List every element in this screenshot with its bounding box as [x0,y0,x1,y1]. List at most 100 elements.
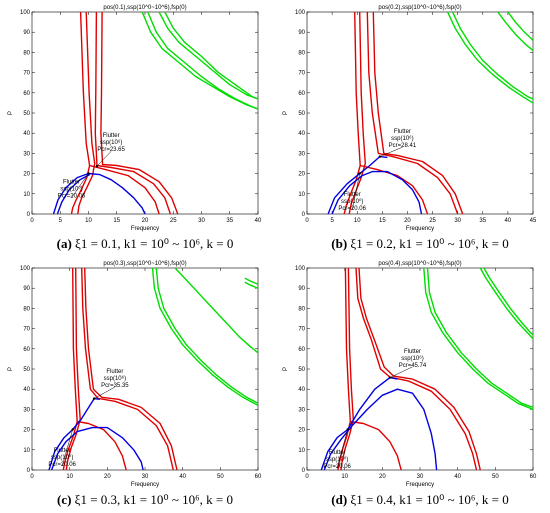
y-tick-label: 10 [298,448,305,454]
annotation-point [378,155,382,158]
green-curve [479,268,533,340]
panel-caption: (a) ξ1 = 0.1, k1 = 10⁰ ~ 10⁶, k = 0 [57,236,234,251]
y-tick-label: 70 [23,71,30,77]
blue-curve [331,170,423,214]
series-group [320,268,533,470]
x-tick-label: 25 [429,218,436,224]
annotation-point [346,428,349,431]
y-axis-label: P [8,111,14,115]
x-tick-label: 50 [217,474,224,480]
x-tick-label: 15 [379,218,386,224]
series-group [52,12,258,214]
x-tick-label: 5 [330,218,334,224]
y-tick-label: 60 [23,91,30,97]
y-tick-label: 80 [23,306,30,312]
y-tick-label: 30 [298,407,305,413]
y-tick-label: 50 [23,111,30,117]
annotation-text: ssp(10⁰) [51,454,73,461]
x-tick-label: 30 [454,218,461,224]
x-tick-label: 20 [379,474,386,480]
x-axis-label: Frequency [131,482,159,488]
x-tick-label: 40 [179,474,186,480]
green-curve [446,12,533,104]
y-tick-label: 90 [298,286,305,292]
annotation-text: Pcr=28.41 [389,143,417,149]
x-tick-label: 0 [305,474,309,480]
x-tick-label: 50 [492,474,499,480]
annotation-arrow [389,366,413,378]
y-tick-label: 30 [298,151,305,157]
annotation-text: ssp(10⁰) [341,198,363,205]
annotation-arrow [336,429,348,468]
x-tick-label: 20 [104,474,111,480]
panel-caption-label: (a) [57,236,75,251]
y-tick-label: 20 [23,172,30,178]
red-curve [62,268,78,470]
x-tick-label: 10 [354,218,361,224]
chart-title: pos(0.1),ssp(10^0~10^6),fsp(0) [103,5,186,11]
y-axis-label: P [283,111,289,115]
annotation-text: Pcr=20.06 [58,194,86,200]
y-tick-label: 100 [295,266,306,272]
y-tick-label: 100 [295,10,306,16]
chart-title: pos(0.4),ssp(10^0~10^6),fsp(0) [378,261,461,267]
x-tick-label: 10 [66,474,73,480]
x-tick-label: 60 [255,474,262,480]
panel-caption: (c) ξ1 = 0.3, k1 = 10⁰ ~ 10⁶, k = 0 [57,492,233,507]
panel-caption-text: ξ1 = 0.1, k1 = 10⁰ ~ 10⁶, k = 0 [75,236,233,251]
annotation-text: Pcr=20.06 [48,462,76,468]
y-tick-label: 40 [23,131,30,137]
plot-frame [306,267,534,471]
green-curve [426,268,533,409]
x-tick-label: 40 [454,474,461,480]
annotation-text: Flutter [106,369,123,375]
y-tick-label: 100 [20,266,31,272]
y-tick-label: 50 [298,367,305,373]
annotation-text: ssp(10⁰) [60,186,82,193]
y-tick-label: 40 [298,387,305,393]
annotation-arrow [71,173,89,198]
x-axis-label: Frequency [406,482,434,488]
x-tick-label: 35 [479,218,486,224]
green-curve [497,12,533,51]
y-tick-label: 60 [23,347,30,353]
annotation-arrow [96,151,112,167]
annotation-point [95,165,99,168]
y-tick-label: 20 [298,172,305,178]
green-curve [147,12,258,110]
green-curve [151,268,258,407]
y-tick-label: 0 [27,468,31,474]
annotation-text: Flutter [54,448,71,454]
y-tick-label: 60 [298,347,305,353]
x-tick-label: 45 [530,218,537,224]
blue-curve [320,376,398,470]
x-tick-label: 0 [305,218,309,224]
green-curve [423,268,533,411]
red-curve [372,12,464,214]
red-curve [89,164,160,214]
red-curve [360,164,429,214]
chart-panel: pos(0.1),ssp(10^0~10^6),fsp(0) 0 10 20 30 40 5… [8,5,262,251]
y-tick-label: 10 [23,192,30,198]
plot-frame [31,267,259,471]
chart-title: pos(0.3),ssp(10^0~10^6),fsp(0) [103,261,186,267]
x-tick-label: 10 [85,218,92,224]
x-tick-label: 40 [255,218,262,224]
red-curve [343,12,361,214]
green-curve [174,268,258,354]
x-tick-label: 20 [142,218,149,224]
y-tick-label: 40 [298,131,305,137]
y-tick-label: 80 [298,306,305,312]
plot-frame [31,11,259,215]
annotation-point [87,172,90,175]
annotation-text: Pcr=23.65 [97,147,125,153]
red-curve [94,12,172,214]
annotation-point [358,172,361,175]
red-curve [77,12,96,214]
y-tick-label: 30 [23,407,30,413]
series-group [48,268,258,470]
annotation-arrow [61,429,73,466]
x-tick-label: 20 [404,218,411,224]
annotation-text: Flutter [394,129,411,135]
red-curve [366,12,459,214]
